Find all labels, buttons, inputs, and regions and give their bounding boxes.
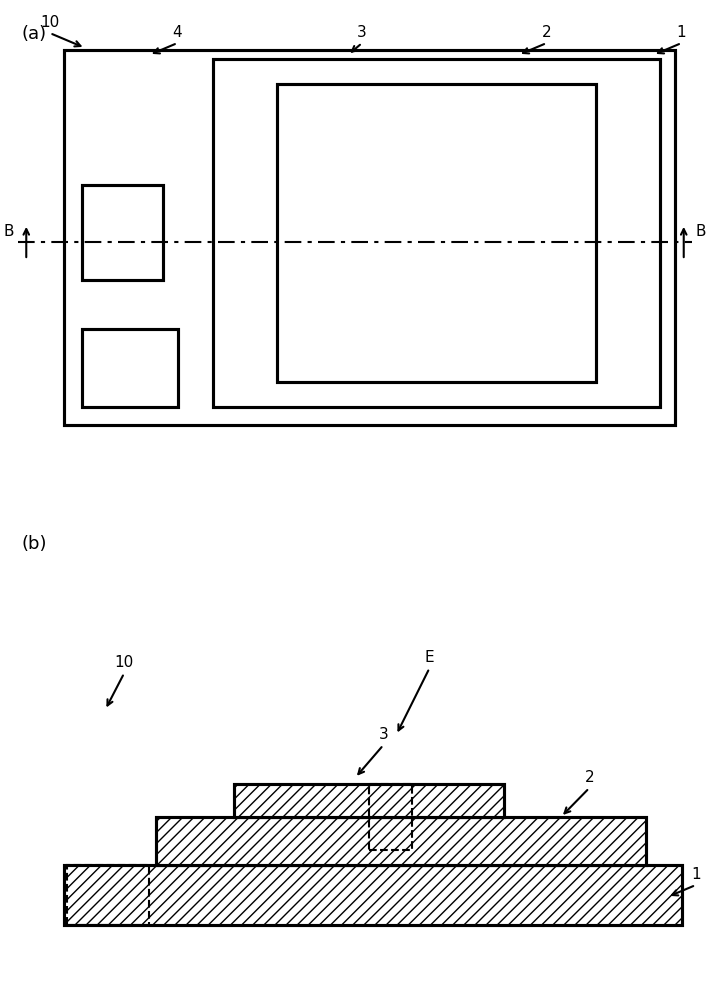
Bar xyxy=(369,784,412,850)
Text: 1: 1 xyxy=(677,25,687,40)
Text: 3: 3 xyxy=(378,727,388,742)
Text: (b): (b) xyxy=(21,535,47,553)
Text: 4: 4 xyxy=(173,25,182,40)
Bar xyxy=(156,817,646,865)
Bar xyxy=(213,59,660,407)
Text: E: E xyxy=(425,650,435,665)
Bar xyxy=(277,84,596,382)
Text: (a): (a) xyxy=(21,25,46,43)
Bar xyxy=(67,865,149,925)
Bar xyxy=(234,784,504,817)
Text: 2: 2 xyxy=(542,25,552,40)
Bar xyxy=(82,329,178,407)
Bar xyxy=(64,865,682,925)
Text: 1: 1 xyxy=(691,867,701,882)
Text: 3: 3 xyxy=(357,25,367,40)
Text: 10: 10 xyxy=(40,15,60,30)
Text: B: B xyxy=(4,224,14,239)
Bar xyxy=(82,185,163,280)
Bar xyxy=(64,50,674,425)
Text: 2: 2 xyxy=(584,770,594,785)
Text: B: B xyxy=(696,224,706,239)
Text: 10: 10 xyxy=(114,655,134,670)
